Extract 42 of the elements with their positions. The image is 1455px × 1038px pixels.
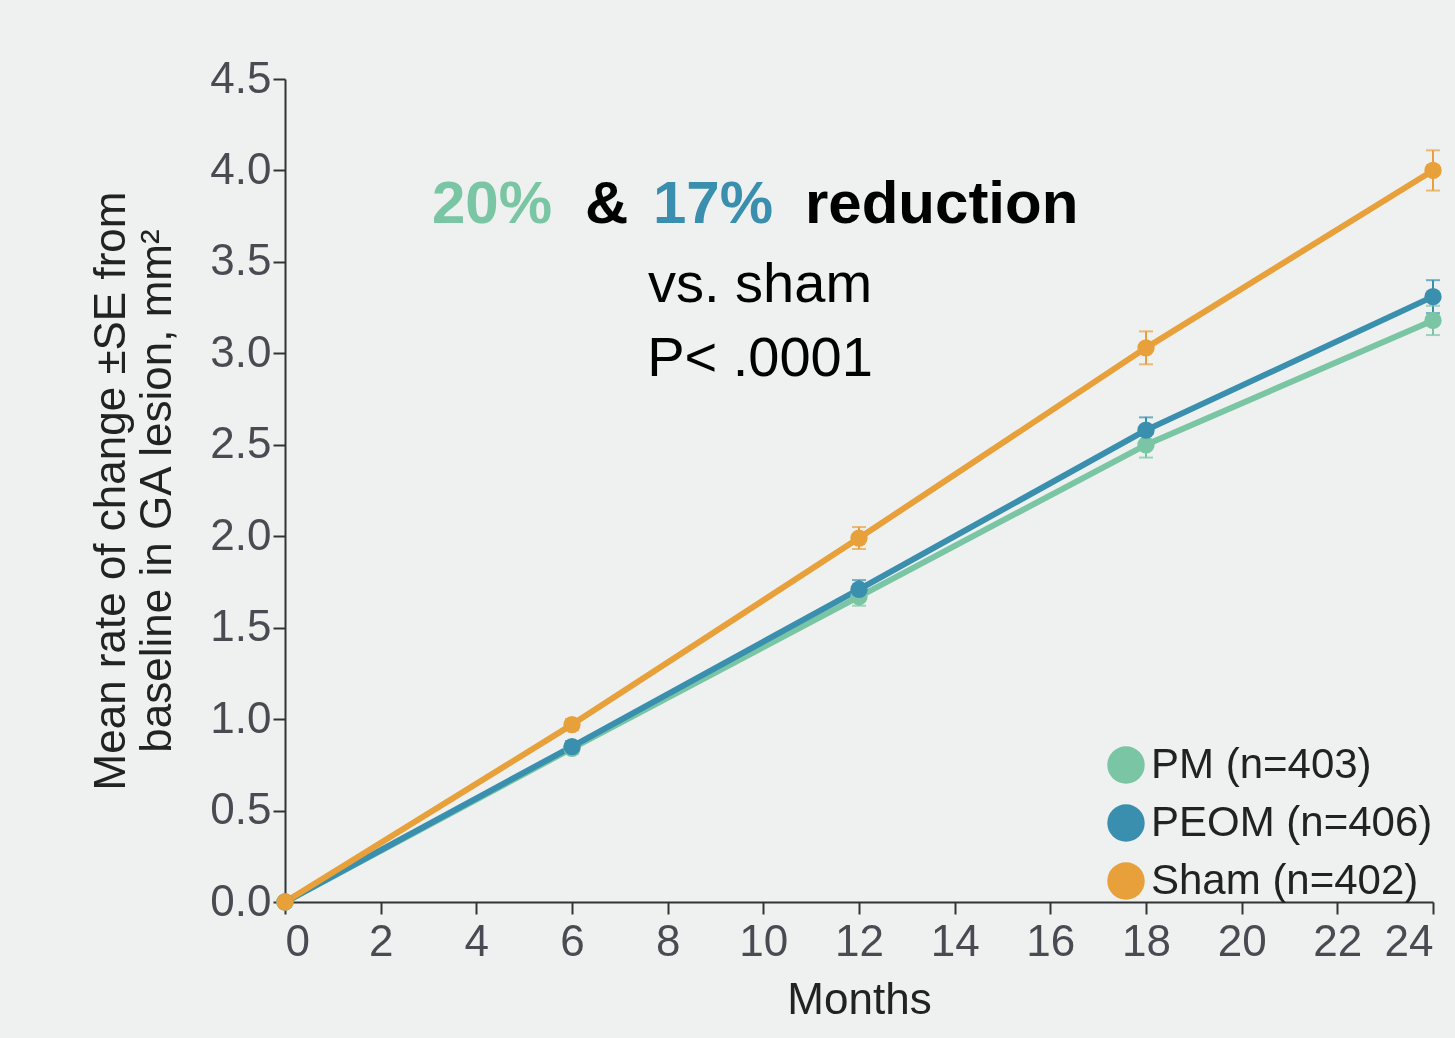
x-tick-label: 22 — [1313, 915, 1363, 965]
x-tick-label: 10 — [739, 915, 789, 965]
point — [563, 715, 581, 734]
x-tick-label: 20 — [1217, 915, 1267, 965]
annotation: reduction — [805, 169, 1079, 236]
y-tick-label: 0.0 — [210, 875, 272, 925]
point — [1137, 421, 1155, 439]
x-tick-label: 8 — [655, 915, 681, 965]
point — [1424, 287, 1442, 306]
y-tick-label: 1.0 — [210, 692, 272, 742]
point — [1424, 161, 1442, 180]
point — [1137, 339, 1155, 357]
x-axis-title: Months — [787, 973, 932, 1023]
x-tick-label: 2 — [368, 915, 394, 965]
x-tick-label: 4 — [464, 915, 490, 965]
y-tick-label: 3.0 — [210, 326, 272, 376]
annotation: & — [585, 169, 629, 236]
legend-label: PM (n=403) — [1151, 740, 1372, 787]
x-tick-label: 0 — [285, 915, 310, 965]
legend-label: Sham (n=402) — [1151, 856, 1419, 903]
x-tick-label: 24 — [1384, 915, 1434, 965]
x-tick-label: 6 — [560, 915, 585, 965]
annotation: vs. sham — [647, 251, 873, 314]
annotation: P< .0001 — [647, 325, 873, 388]
x-tick-label: 16 — [1026, 915, 1076, 965]
annotation: 17% — [653, 169, 774, 236]
y-tick-label: 2.5 — [210, 418, 272, 468]
x-tick-label: 14 — [930, 915, 980, 965]
x-tick-label: 18 — [1122, 915, 1171, 965]
point — [1424, 311, 1442, 330]
y-tick-label: 0.5 — [210, 784, 272, 834]
y-axis-title: Mean rate of change ±SE from baseline in GA lesion, mm² — [85, 191, 181, 791]
y-tick-label: 4.0 — [210, 143, 272, 193]
y-tick-label: 1.5 — [210, 601, 272, 651]
y-tick-label: 3.5 — [210, 235, 272, 285]
y-tick-label: 2.0 — [210, 509, 272, 559]
legend-label: PEOM (n=406) — [1151, 798, 1433, 845]
x-tick-label: 12 — [835, 915, 884, 965]
annotation: 20% — [432, 169, 553, 236]
y-tick-label: 4.5 — [210, 52, 272, 102]
point — [1137, 436, 1155, 454]
point — [850, 529, 868, 547]
